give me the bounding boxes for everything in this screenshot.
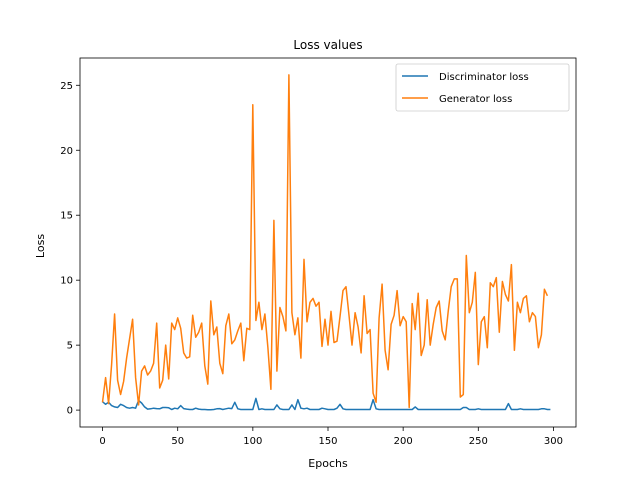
- x-tick-label: 200: [394, 436, 413, 447]
- y-tick-label: 5: [67, 341, 73, 352]
- x-axis-title: Epochs: [308, 457, 348, 470]
- x-tick-label: 100: [243, 436, 262, 447]
- y-ticks: 0 5 10 15 20 25: [60, 81, 80, 417]
- series-layer: [101, 74, 551, 411]
- legend-box: [395, 63, 570, 112]
- legend-label-1: Generator loss: [439, 94, 512, 105]
- series-line-1: [101, 74, 549, 409]
- y-tick-label: 20: [60, 146, 73, 157]
- legend: Discriminator loss Generator loss: [395, 63, 570, 112]
- x-ticks: 0 50 100 150 200 250 300: [99, 427, 563, 447]
- x-tick-label: 150: [318, 436, 337, 447]
- y-tick-label: 10: [60, 276, 73, 287]
- series-line-0: [102, 397, 551, 411]
- y-tick-label: 25: [60, 81, 73, 92]
- x-tick-label: 250: [469, 436, 488, 447]
- x-tick-label: 0: [99, 436, 105, 447]
- y-tick-label: 15: [60, 211, 73, 222]
- y-axis-title: Loss: [34, 234, 47, 258]
- y-tick-label: 0: [67, 406, 73, 417]
- x-tick-label: 300: [544, 436, 563, 447]
- chart-title: Loss values: [293, 38, 362, 52]
- legend-label-0: Discriminator loss: [439, 72, 529, 83]
- x-tick-label: 50: [171, 436, 184, 447]
